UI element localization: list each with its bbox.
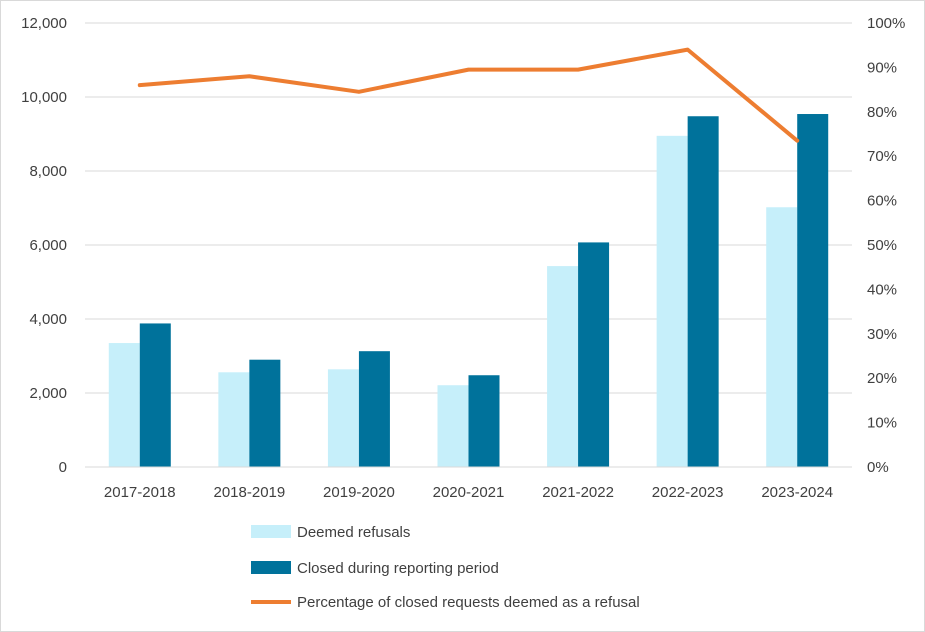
left-axis-tick-label: 10,000 <box>21 89 67 106</box>
bar-deemed-refusals <box>437 385 469 467</box>
right-axis-tick-label: 30% <box>867 326 897 343</box>
legend-swatch-deemed-refusals <box>251 525 291 538</box>
percentage-line <box>137 47 800 143</box>
bar-closed-during-period <box>797 114 829 468</box>
legend-label-percentage: Percentage of closed requests deemed as … <box>297 594 640 611</box>
x-axis-tick-label: 2020-2021 <box>433 484 505 501</box>
bar-deemed-refusals <box>108 343 140 467</box>
bar-deemed-refusals <box>547 266 579 467</box>
bar-closed-during-period <box>468 375 500 467</box>
percentage-series-line <box>137 47 800 143</box>
left-axis-tick-label: 8,000 <box>29 163 67 180</box>
bar-closed-during-period <box>249 359 281 467</box>
right-axis-tick-label: 20% <box>867 370 897 387</box>
right-axis-tick-label: 100% <box>867 15 905 32</box>
right-axis-tick-label: 90% <box>867 59 897 76</box>
legend-label-closed: Closed during reporting period <box>297 560 499 577</box>
gridlines <box>85 22 852 394</box>
bars <box>108 114 829 468</box>
bar-deemed-refusals <box>218 372 250 467</box>
x-axis-tick-label: 2021-2022 <box>542 484 614 501</box>
legend-swatch-closed <box>251 561 291 574</box>
right-axis-tick-label: 50% <box>867 237 897 254</box>
right-axis-tick-label: 10% <box>867 415 897 432</box>
left-axis-tick-label: 2,000 <box>29 385 67 402</box>
left-axis-tick-label: 6,000 <box>29 237 67 254</box>
x-axis-tick-label: 2017-2018 <box>104 484 176 501</box>
bar-deemed-refusals <box>766 207 798 467</box>
right-axis-tick-label: 0% <box>867 459 889 476</box>
right-axis-tick-label: 60% <box>867 193 897 210</box>
legend: Deemed refusals Closed during reporting … <box>251 524 640 611</box>
x-axis-tick-label: 2022-2023 <box>652 484 724 501</box>
right-axis-tick-label: 70% <box>867 148 897 165</box>
right-axis-ticks: 0% 10% 20% 30% 40% 50% 60% 70% 80% 90% 100% <box>867 15 905 476</box>
left-axis-tick-label: 12,000 <box>21 15 67 32</box>
x-axis-ticks: 2017-2018 2018-2019 2019-2020 2020-2021 2021… <box>104 484 833 501</box>
x-axis-tick-label: 2018-2019 <box>213 484 285 501</box>
right-axis-tick-label: 80% <box>867 104 897 121</box>
bar-closed-during-period <box>687 116 719 468</box>
left-axis-ticks: 0 2,000 4,000 6,000 8,000 10,000 12,000 <box>21 15 67 476</box>
legend-label-deemed-refusals: Deemed refusals <box>297 524 410 541</box>
left-axis-tick-label: 0 <box>59 459 67 476</box>
left-axis-tick-label: 4,000 <box>29 311 67 328</box>
right-axis-tick-label: 40% <box>867 281 897 298</box>
bar-deemed-refusals <box>327 369 359 467</box>
bar-deemed-refusals <box>656 135 688 467</box>
x-axis-tick-label: 2019-2020 <box>323 484 395 501</box>
bar-closed-during-period <box>139 323 171 467</box>
x-axis-tick-label: 2023-2024 <box>761 484 833 501</box>
bar-closed-during-period <box>358 351 390 467</box>
bar-closed-during-period <box>578 242 610 467</box>
